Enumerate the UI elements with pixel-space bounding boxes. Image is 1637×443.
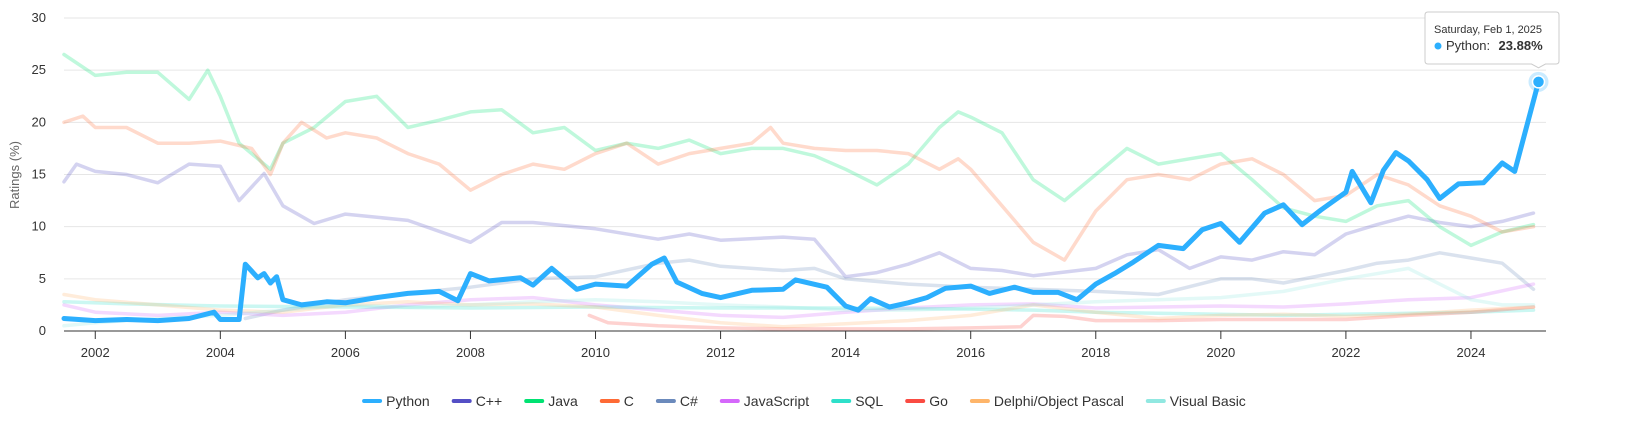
series-line-c- bbox=[243, 251, 1536, 321]
legend-item-c-[interactable]: C++ bbox=[451, 393, 502, 409]
series-line-go bbox=[587, 305, 1536, 331]
legend-label: SQL bbox=[855, 393, 883, 409]
tooltip-value: 23.88% bbox=[1499, 38, 1544, 53]
y-tick-label: 0 bbox=[39, 323, 46, 338]
legend-label: C# bbox=[680, 393, 698, 409]
x-axis: 2002 2004 2006 2008 2010 2012 2014 2016 2018 2020… bbox=[64, 330, 1546, 360]
legend-label: Python bbox=[386, 393, 430, 409]
series-line-sql bbox=[62, 300, 1536, 318]
legend-item-javascript[interactable]: JavaScript bbox=[719, 393, 809, 409]
legend-item-visual-basic[interactable]: Visual Basic bbox=[1145, 393, 1246, 409]
x-tick-label: 2018 bbox=[1081, 345, 1110, 360]
legend-label: C++ bbox=[476, 393, 502, 409]
legend-label: C bbox=[624, 393, 634, 409]
tooltip-box bbox=[1424, 11, 1560, 69]
y-tick-label: 5 bbox=[39, 271, 46, 286]
legend-item-python[interactable]: Python bbox=[362, 393, 430, 409]
y-tick-label: 10 bbox=[32, 219, 46, 234]
x-tick-label: 2002 bbox=[81, 345, 110, 360]
x-tick-label: 2004 bbox=[206, 345, 235, 360]
tooltip-line: Python: 23.88% bbox=[1446, 37, 1543, 54]
x-tick-label: 2008 bbox=[456, 345, 485, 360]
series-line-c bbox=[62, 114, 1536, 262]
y-axis: 0 5 10 15 20 25 30 bbox=[32, 10, 46, 338]
x-tick-label: 2022 bbox=[1331, 345, 1360, 360]
series-line-visual-basic bbox=[62, 266, 1536, 328]
tooltip-series-dot bbox=[1434, 42, 1442, 50]
x-tick-label: 2006 bbox=[331, 345, 360, 360]
y-axis-title: Ratings (%) bbox=[7, 141, 22, 209]
x-tick-label: 2014 bbox=[831, 345, 860, 360]
legend-item-sql[interactable]: SQL bbox=[831, 393, 883, 409]
series-line-javascript bbox=[62, 282, 1536, 320]
legend-item-java[interactable]: Java bbox=[524, 393, 578, 409]
y-tick-label: 25 bbox=[32, 62, 46, 77]
legend-item-go[interactable]: Go bbox=[905, 393, 948, 409]
x-tick-label: 2010 bbox=[581, 345, 610, 360]
tooltip: Saturday, Feb 1, 2025 Python: 23.88% bbox=[1424, 11, 1560, 69]
series-line-c- bbox=[62, 162, 1536, 279]
x-tick-label: 2024 bbox=[1457, 345, 1486, 360]
series-group-dim bbox=[62, 52, 1536, 331]
legend-item-delphi-object-pascal[interactable]: Delphi/Object Pascal bbox=[969, 393, 1124, 409]
hover-point bbox=[1531, 75, 1546, 89]
legend-label: Go bbox=[929, 393, 948, 409]
series-line-python bbox=[61, 79, 1541, 324]
legend-label: Java bbox=[548, 393, 578, 409]
y-tick-label: 30 bbox=[32, 10, 46, 25]
tooltip-series-name: Python: bbox=[1446, 38, 1490, 53]
legend-item-c[interactable]: C bbox=[599, 393, 634, 409]
series-line-delphi-object-pascal bbox=[62, 292, 1536, 329]
legend-label: JavaScript bbox=[744, 393, 809, 409]
tooltip-date: Saturday, Feb 1, 2025 bbox=[1434, 24, 1542, 36]
series-group-highlight bbox=[61, 79, 1541, 324]
legend-item-c-[interactable]: C# bbox=[655, 393, 698, 409]
y-tick-label: 20 bbox=[32, 114, 46, 129]
series-line-java bbox=[62, 52, 1536, 248]
y-tick-label: 15 bbox=[32, 167, 46, 182]
grid-lines bbox=[64, 17, 1546, 332]
x-tick-label: 2012 bbox=[706, 345, 735, 360]
legend-label: Delphi/Object Pascal bbox=[994, 393, 1124, 409]
x-tick-label: 2016 bbox=[956, 345, 985, 360]
legend-label: Visual Basic bbox=[1170, 393, 1246, 409]
x-tick-label: 2020 bbox=[1206, 345, 1235, 360]
legend: Python C++ Java C C# JavaScript SQL Go Delphi/Ob… bbox=[362, 393, 1246, 409]
hover-marker bbox=[1528, 71, 1549, 92]
